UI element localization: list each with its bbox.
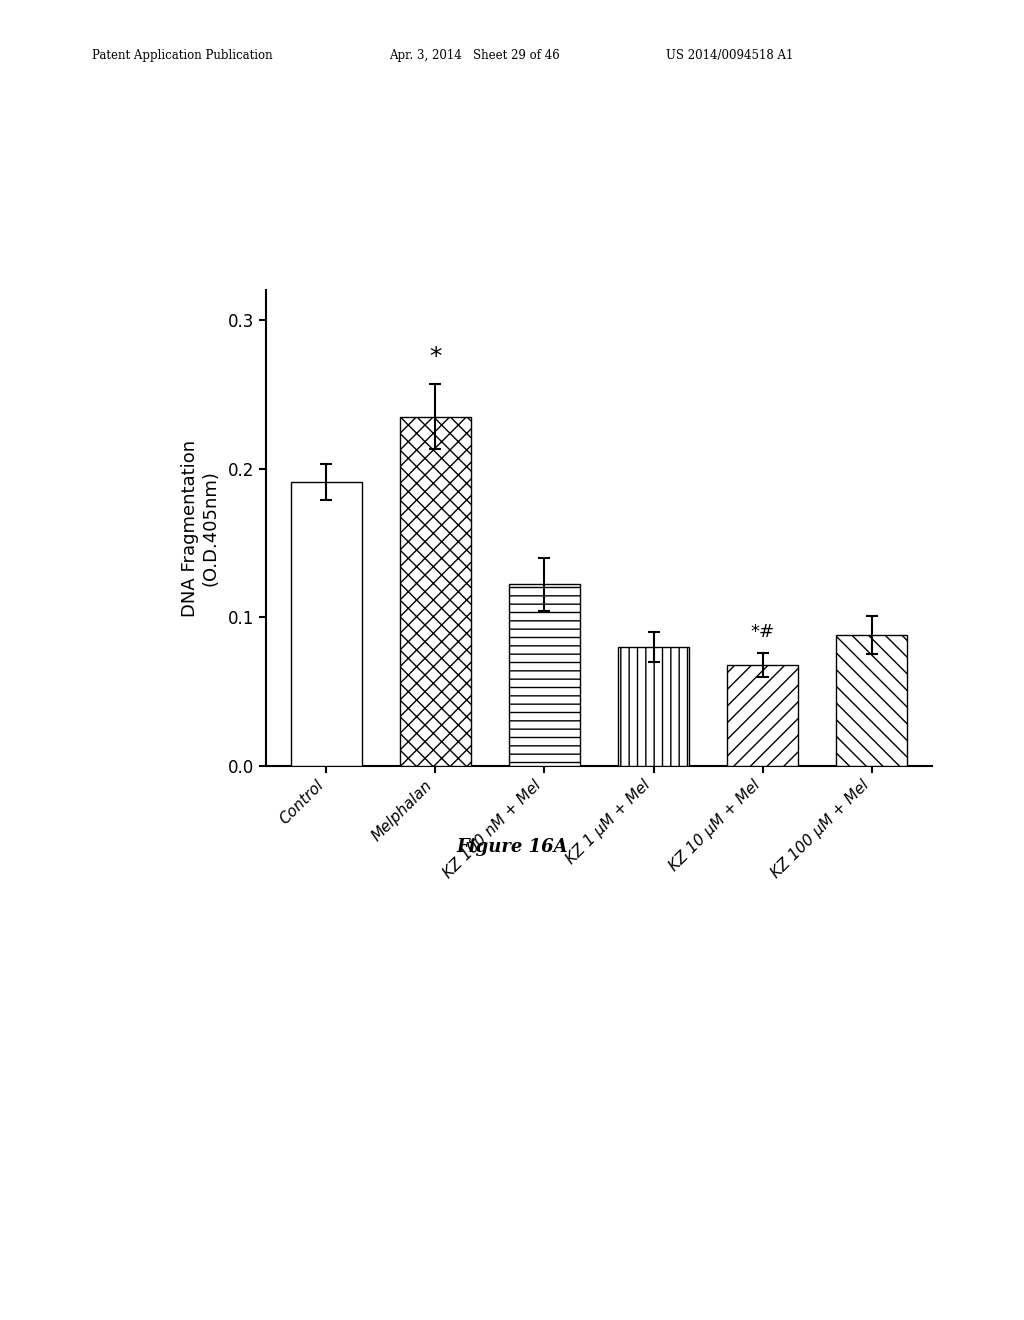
Bar xyxy=(618,647,689,766)
Bar xyxy=(291,482,361,766)
Bar xyxy=(509,585,580,766)
Y-axis label: DNA Fragmentation
(O.D.405nm): DNA Fragmentation (O.D.405nm) xyxy=(181,440,220,616)
Bar xyxy=(837,635,907,766)
Text: *: * xyxy=(429,345,441,370)
Bar xyxy=(400,417,471,766)
Text: Apr. 3, 2014   Sheet 29 of 46: Apr. 3, 2014 Sheet 29 of 46 xyxy=(389,49,560,62)
Text: US 2014/0094518 A1: US 2014/0094518 A1 xyxy=(666,49,793,62)
Text: Figure 16A: Figure 16A xyxy=(456,838,568,857)
Text: Patent Application Publication: Patent Application Publication xyxy=(92,49,272,62)
Text: *#: *# xyxy=(751,623,775,640)
Bar xyxy=(727,665,798,766)
